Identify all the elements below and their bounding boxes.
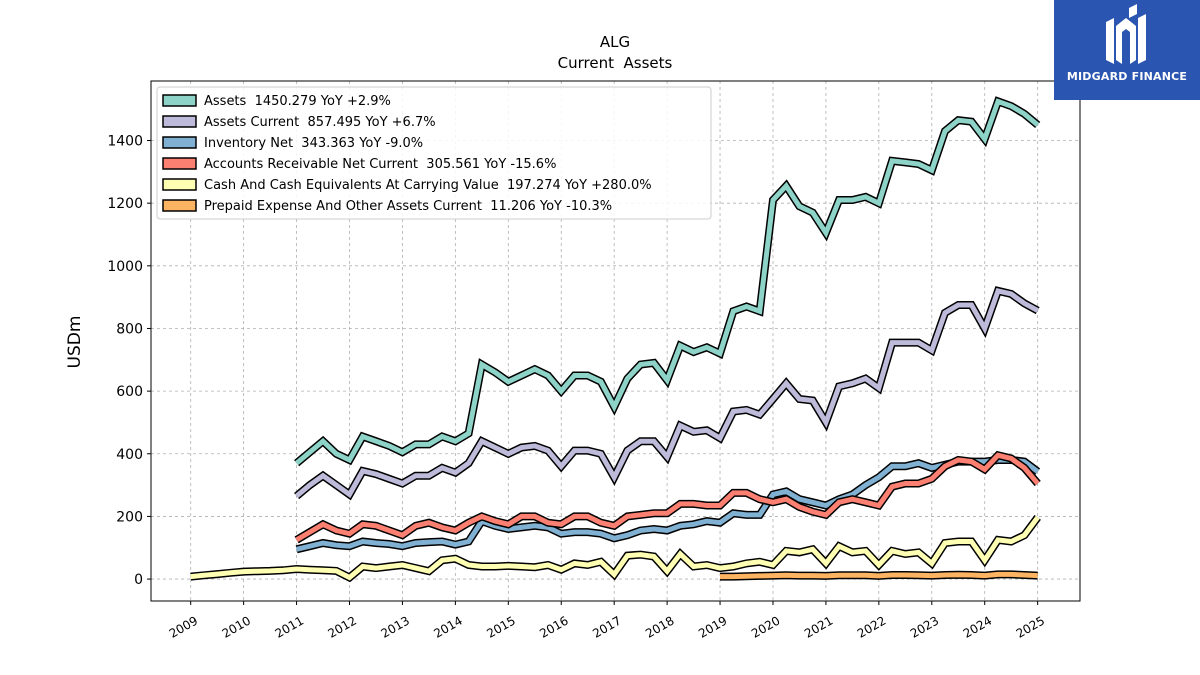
x-tick-label: 2014 xyxy=(431,613,464,640)
legend-swatch xyxy=(162,115,197,128)
x-tick-label: 2019 xyxy=(696,613,729,640)
y-tick-label: 800 xyxy=(116,321,143,337)
series-cash-and-cash-equivalents-at-carrying-value xyxy=(190,515,1041,583)
plot-frame xyxy=(150,80,1081,602)
legend-entry: Assets Current 857.495 YoY +6.7% xyxy=(204,115,436,130)
series-line xyxy=(296,457,1040,552)
legend-swatch xyxy=(162,178,197,191)
series-line xyxy=(720,571,1038,580)
series-line xyxy=(190,515,1040,581)
x-tick-label: 2017 xyxy=(590,613,623,640)
series-line xyxy=(295,452,1040,543)
legend-entry: Cash And Cash Equivalents At Carrying Va… xyxy=(204,178,652,193)
legend-entry: Prepaid Expense And Other Assets Current… xyxy=(204,199,612,214)
x-tick-label: 2011 xyxy=(273,613,306,640)
x-tick-label: 2025 xyxy=(1014,613,1047,640)
x-tick-label: 2023 xyxy=(908,613,941,640)
x-tick-label: 2015 xyxy=(484,613,517,640)
x-tick-label: 2013 xyxy=(378,613,411,640)
x-tick-label: 2018 xyxy=(643,613,676,640)
x-tick-label: 2009 xyxy=(167,613,200,640)
chart-subtitle: Current Assets xyxy=(558,54,673,72)
legend-entry: Accounts Receivable Net Current 305.561 … xyxy=(204,157,556,172)
y-axis-label: USDm xyxy=(65,316,85,369)
x-tick-label: 2020 xyxy=(749,613,782,640)
x-tick-label: 2016 xyxy=(537,613,570,640)
series-assets-current xyxy=(294,286,1040,501)
legend-swatch xyxy=(162,199,197,212)
series-inventory-net xyxy=(295,456,1041,554)
chart-title: ALG xyxy=(600,33,630,51)
y-tick-label: 1400 xyxy=(107,134,143,150)
legend-swatch xyxy=(162,94,197,107)
series-assets xyxy=(294,96,1041,467)
y-tick-label: 200 xyxy=(116,509,143,525)
series-group xyxy=(190,96,1041,583)
y-tick-label: 1200 xyxy=(107,196,143,212)
legend: Assets 1450.279 YoY +2.9% Assets Current … xyxy=(156,86,712,220)
brand-name: MIDGARD FINANCE xyxy=(1066,70,1188,83)
brand-mark-icon xyxy=(1106,4,1146,64)
x-tick-label: 2022 xyxy=(855,613,888,640)
series-accounts-receivable-net-current xyxy=(294,450,1041,544)
legend-swatch xyxy=(162,157,197,170)
y-tick-label: 1000 xyxy=(107,259,143,275)
x-tick-label: 2012 xyxy=(326,613,359,640)
x-tick-label: 2010 xyxy=(220,613,253,640)
x-tick-label: 2021 xyxy=(802,613,835,640)
brand-logo: MIDGARD FINANCE xyxy=(1054,0,1200,100)
y-tick-label: 0 xyxy=(134,572,143,588)
series-prepaid-expense-and-other-assets-current xyxy=(720,570,1038,581)
legend-entry: Inventory Net 343.363 YoY -9.0% xyxy=(204,136,423,151)
y-tick-label: 400 xyxy=(116,447,143,463)
x-tick-label: 2024 xyxy=(961,613,994,640)
legend-box xyxy=(156,86,712,220)
series-line xyxy=(294,98,1040,466)
series-line xyxy=(294,287,1039,499)
legend-swatch xyxy=(162,136,197,149)
legend-entry: Assets 1450.279 YoY +2.9% xyxy=(204,94,391,109)
y-tick-label: 600 xyxy=(116,384,143,400)
